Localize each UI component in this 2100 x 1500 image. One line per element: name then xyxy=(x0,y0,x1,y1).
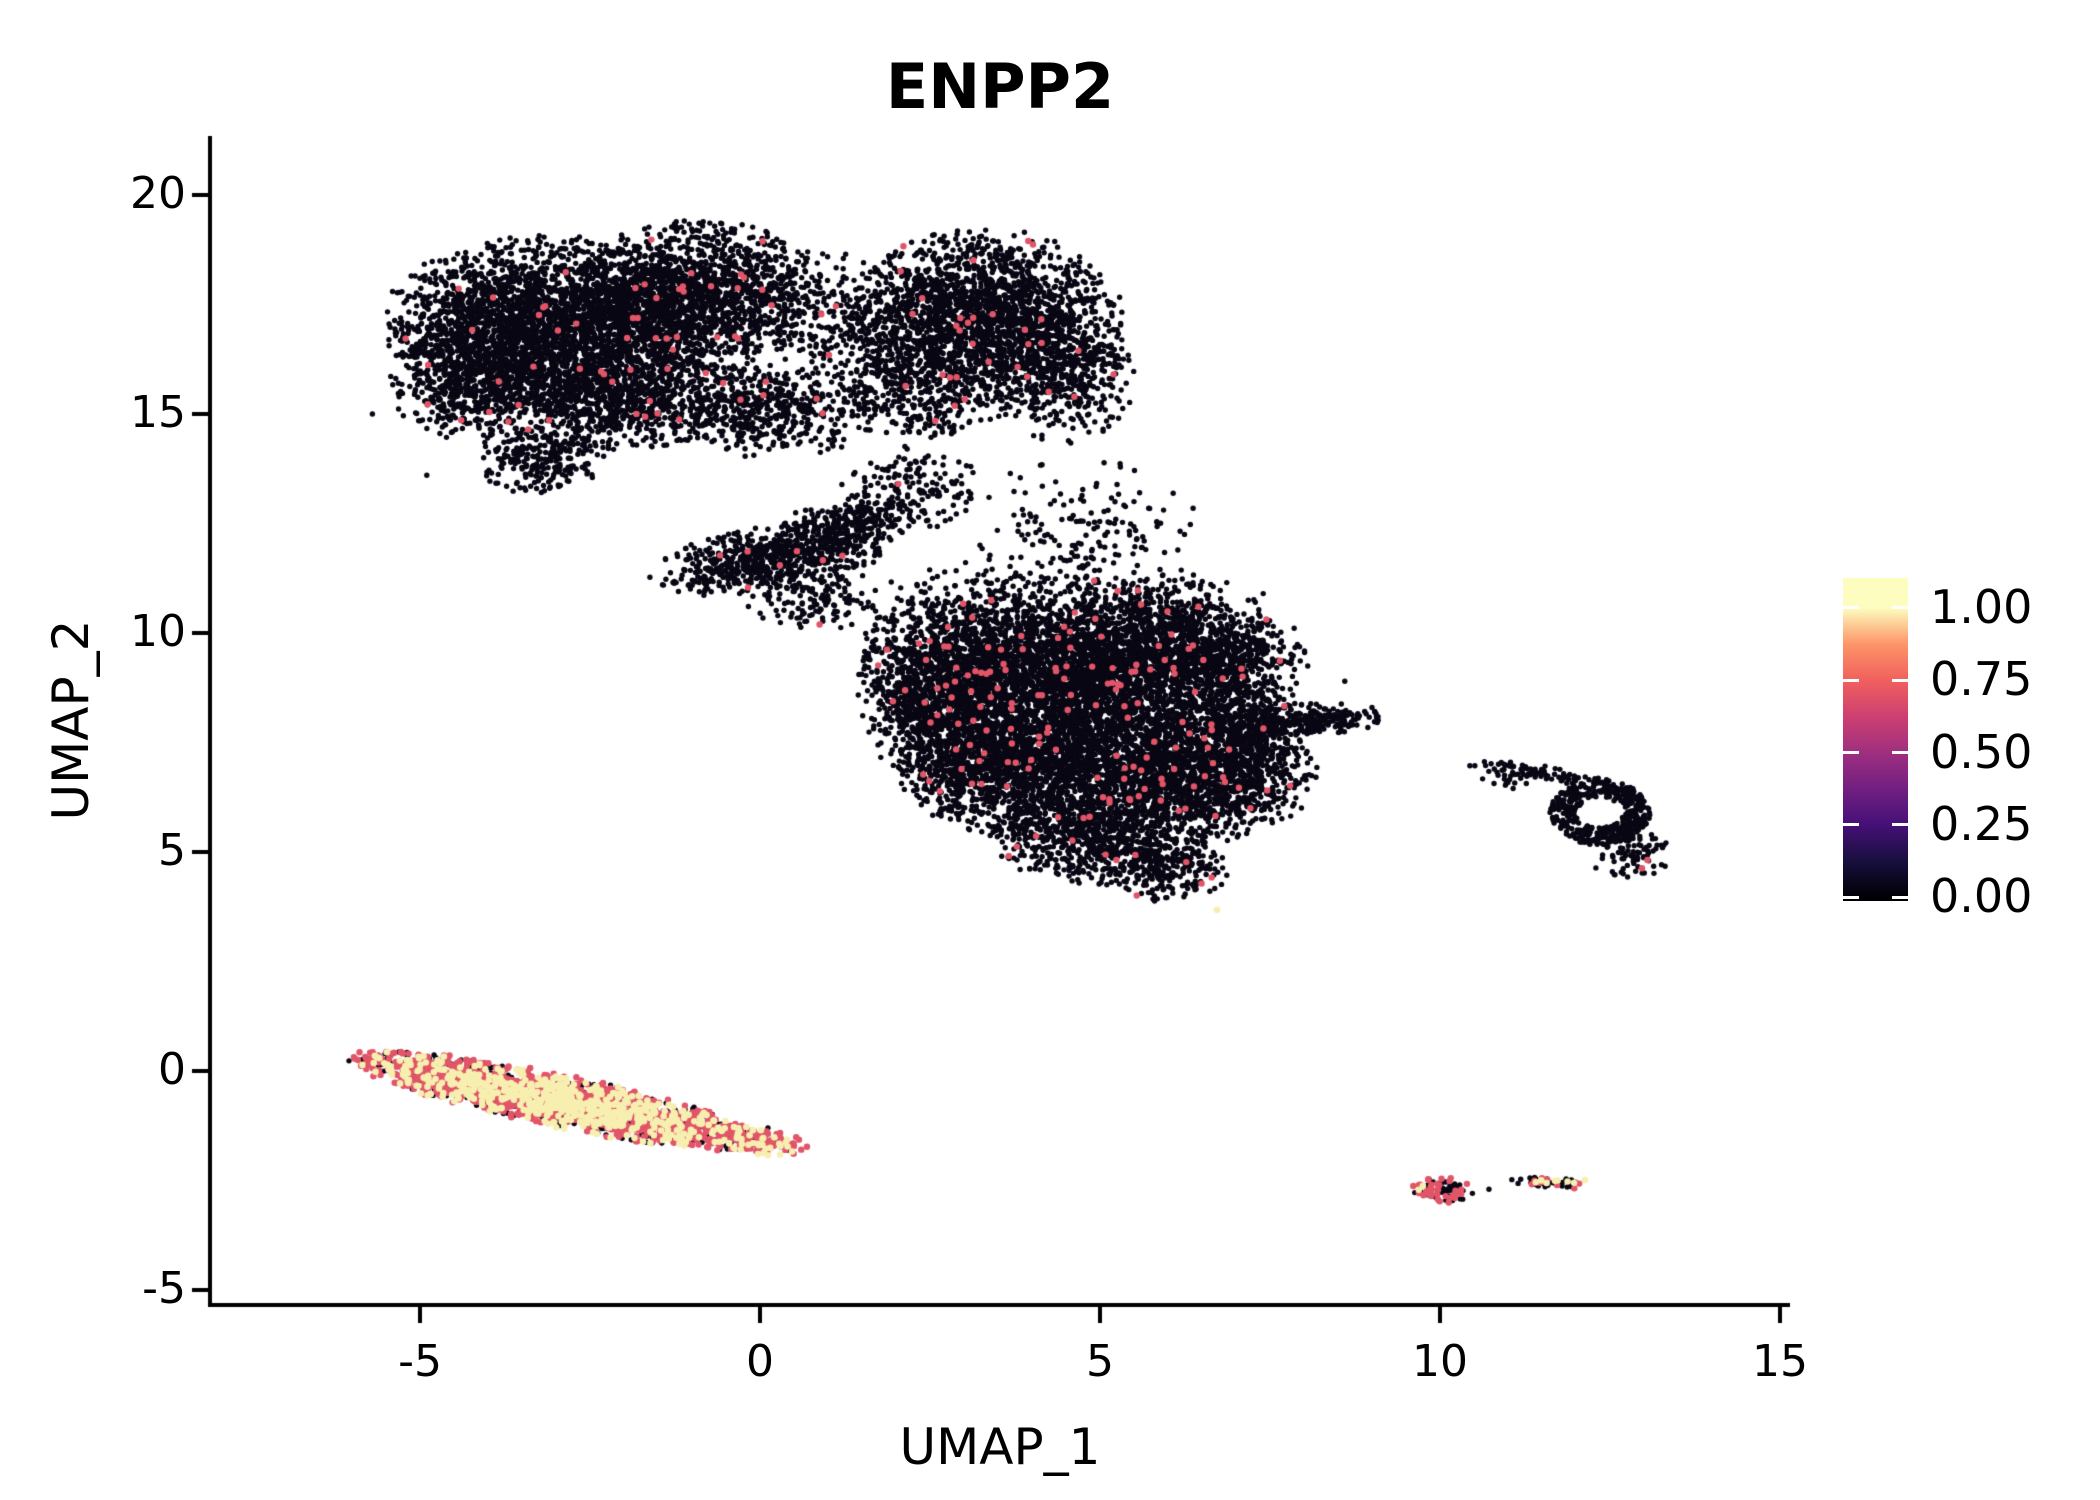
plot-title: ENPP2 xyxy=(885,50,1115,123)
legend-value-label: 0.50 xyxy=(1930,724,2033,779)
y-axis-title: UMAP_2 xyxy=(42,619,100,821)
legend-colorbar xyxy=(1843,578,1908,901)
x-tick-label: -5 xyxy=(398,1336,442,1387)
x-tick-label: 5 xyxy=(1086,1336,1114,1387)
legend-tick-mark xyxy=(1843,895,1859,899)
legend-tick-mark xyxy=(1892,895,1908,899)
legend-tick-mark xyxy=(1843,606,1859,610)
legend-tick-mark xyxy=(1892,678,1908,682)
y-tick-label: 20 xyxy=(130,168,186,219)
y-tick-label: 5 xyxy=(158,825,186,876)
legend-value-label: 0.25 xyxy=(1930,796,2033,851)
x-tick-label: 10 xyxy=(1412,1336,1468,1387)
x-tick-label: 0 xyxy=(746,1336,774,1387)
legend-tick-mark xyxy=(1843,823,1859,827)
y-tick-label: 0 xyxy=(158,1044,186,1095)
x-axis-title: UMAP_1 xyxy=(899,1418,1101,1476)
legend-tick-mark xyxy=(1892,823,1908,827)
y-tick-label: -5 xyxy=(142,1263,186,1314)
legend-tick-mark xyxy=(1892,606,1908,610)
y-tick-label: 15 xyxy=(130,387,186,438)
legend-value-label: 0.00 xyxy=(1930,869,2033,924)
legend-value-label: 0.75 xyxy=(1930,652,2033,707)
y-tick-label: 10 xyxy=(130,606,186,657)
x-tick-label: 15 xyxy=(1752,1336,1808,1387)
legend-tick-mark xyxy=(1892,751,1908,755)
legend-tick-mark xyxy=(1843,751,1859,755)
legend-value-label: 1.00 xyxy=(1930,579,2033,634)
legend-tick-mark xyxy=(1843,678,1859,682)
